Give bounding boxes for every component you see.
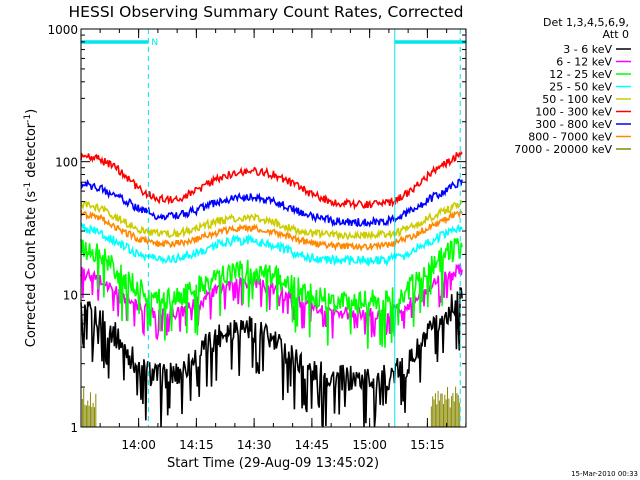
legend-label: 100 - 300 keV (535, 106, 612, 119)
legend-label: 3 - 6 keV (563, 43, 612, 56)
legend-label: 800 - 7000 keV (528, 131, 612, 144)
y-label-end: ) (24, 109, 39, 114)
y-label-main: Corrected Count Rate (s (24, 191, 39, 348)
y-axis: 1 10 100 1000 (47, 23, 466, 435)
x-tick-label: 15:00 (352, 438, 387, 452)
footer-timestamp: 15-Mar-2010 00:33 (571, 470, 638, 478)
data-layer (80, 150, 463, 428)
legend-label: 300 - 800 keV (535, 118, 612, 131)
series-line-3 (80, 237, 463, 349)
x-axis: 14:00 14:15 14:30 14:45 15:00 15:15 (99, 29, 467, 452)
legend-label: 12 - 25 keV (549, 68, 612, 81)
y-tick-label: 1 (70, 421, 78, 435)
series-line-8 (80, 209, 463, 252)
series-line-1 (80, 287, 463, 428)
legend-header-line-2: Att 0 (603, 28, 629, 41)
x-tick-label: 14:00 (121, 438, 156, 452)
x-tick-label: 14:45 (295, 438, 330, 452)
y-label-sup1: -1 (23, 182, 33, 191)
series-line-4 (80, 222, 463, 268)
y-label-sup2: -1 (23, 114, 33, 123)
x-axis-label: Start Time (29-Aug-09 13:45:02) (167, 456, 379, 471)
legend-header-line-1: Det 1,3,4,5,6,9, (543, 16, 629, 29)
y-tick-label: 10 (63, 288, 78, 302)
x-tick-label: 14:30 (237, 438, 272, 452)
y-tick-label: 1000 (47, 23, 78, 37)
series-line-7 (80, 178, 463, 228)
night-label: N (151, 38, 158, 48)
legend-label: 50 - 100 keV (542, 93, 612, 106)
y-label-mid: detector (24, 122, 39, 182)
x-tick-label: 14:15 (179, 438, 214, 452)
series-line-6 (80, 150, 463, 211)
legend-label: 6 - 12 keV (556, 56, 612, 69)
legend-label: 25 - 50 keV (549, 81, 612, 94)
x-tick-label: 15:15 (410, 438, 445, 452)
y-tick-label: 100 (55, 156, 78, 170)
y-axis-label: Corrected Count Rate (s-1 detector-1) (23, 109, 39, 347)
chart-title: HESSI Observing Summary Count Rates, Cor… (69, 3, 464, 21)
legend-label: 7000 - 20000 keV (514, 143, 612, 156)
series-line-5 (80, 199, 463, 242)
